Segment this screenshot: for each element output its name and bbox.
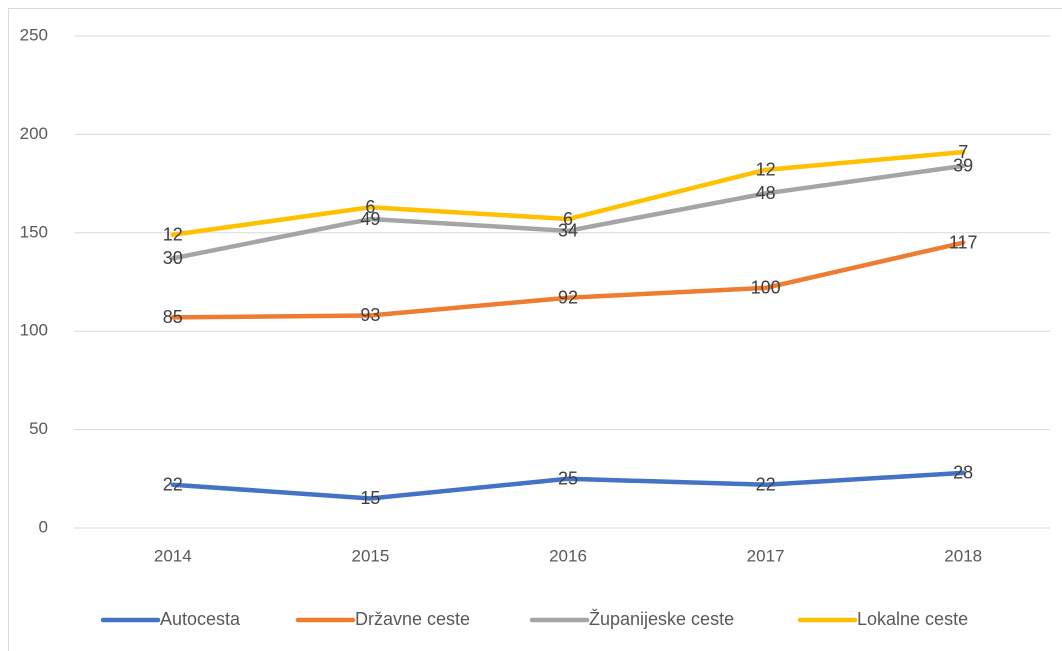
data-label: 6 (365, 197, 375, 217)
data-label: 28 (953, 463, 973, 483)
data-label: 49 (360, 209, 380, 229)
data-label: 12 (163, 225, 183, 245)
series-line (170, 240, 966, 320)
data-label: 30 (163, 248, 183, 268)
y-tick-label: 150 (20, 222, 48, 241)
data-label: 93 (360, 305, 380, 325)
y-tick-label: 50 (29, 419, 48, 438)
series-line (170, 149, 966, 238)
x-tick-label: 2017 (747, 546, 785, 565)
chart-border (8, 8, 1062, 651)
data-label: 85 (163, 307, 183, 327)
data-label: 92 (558, 287, 578, 307)
y-tick-label: 100 (20, 321, 48, 340)
x-tick-label: 2018 (944, 546, 982, 565)
data-label: 12 (756, 160, 776, 180)
data-label: 7 (958, 142, 968, 162)
data-label: 6 (563, 209, 573, 229)
data-label: 117 (949, 232, 978, 252)
data-label: 48 (756, 183, 776, 203)
legend-label: Županijeske ceste (589, 609, 734, 629)
legend-label: Autocesta (160, 609, 241, 629)
y-tick-label: 200 (20, 124, 48, 143)
data-label: 22 (756, 474, 776, 494)
legend-label: Lokalne ceste (857, 609, 968, 629)
data-label: 100 (751, 278, 781, 298)
legend-label: Državne ceste (355, 609, 470, 629)
data-label: 25 (558, 469, 578, 489)
x-tick-label: 2015 (351, 546, 389, 565)
x-tick-label: 2016 (549, 546, 587, 565)
data-label: 39 (953, 156, 973, 176)
y-tick-label: 0 (39, 517, 48, 536)
data-label: 15 (360, 488, 380, 508)
x-tick-label: 2014 (154, 546, 192, 565)
data-label: 22 (163, 474, 183, 494)
y-tick-label: 250 (20, 25, 48, 44)
series-line (170, 163, 966, 261)
data-label: 34 (558, 221, 578, 241)
series-line (170, 470, 966, 501)
